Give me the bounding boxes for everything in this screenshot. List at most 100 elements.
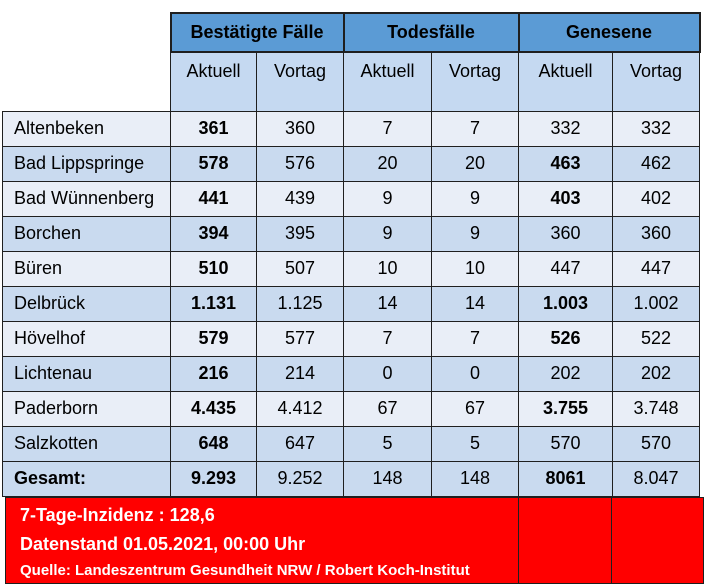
cell-deaths-current: 9 — [343, 215, 432, 252]
cell-confirmed-previous: 360 — [256, 110, 344, 147]
municipality-name: Bad Wünnenberg — [2, 180, 171, 217]
table-row: Hövelhof 579 577 7 7 526 522 — [2, 320, 700, 357]
case-statistics-table: Bestätigte Fälle Todesfälle Genesene Akt… — [2, 12, 701, 497]
cell-deaths-previous: 148 — [431, 460, 519, 497]
cell-recovered-previous: 570 — [612, 425, 700, 462]
sub-header-row: Aktuell Vortag Aktuell Vortag Aktuell Vo… — [3, 51, 700, 112]
table-row: Salzkotten 648 647 5 5 570 570 — [2, 425, 700, 462]
cell-recovered-current: 3.755 — [518, 390, 613, 427]
cell-confirmed-previous: 576 — [256, 145, 344, 182]
cell-recovered-previous: 8.047 — [612, 460, 700, 497]
cell-deaths-current: 14 — [343, 285, 432, 322]
cell-recovered-current: 463 — [518, 145, 613, 182]
cell-confirmed-current: 510 — [170, 250, 257, 287]
cell-recovered-previous: 3.748 — [612, 390, 700, 427]
municipality-name: Paderborn — [2, 390, 171, 427]
cell-deaths-current: 7 — [343, 320, 432, 357]
cell-recovered-previous: 202 — [612, 355, 700, 392]
sub-header-deaths-previous: Vortag — [431, 51, 519, 112]
table-row: Paderborn 4.435 4.412 67 67 3.755 3.748 — [2, 390, 700, 427]
cell-deaths-previous: 7 — [431, 110, 519, 147]
table-row: Bad Wünnenberg 441 439 9 9 403 402 — [2, 180, 700, 217]
cell-recovered-previous: 1.002 — [612, 285, 700, 322]
cell-recovered-previous: 332 — [612, 110, 700, 147]
cell-confirmed-previous: 214 — [256, 355, 344, 392]
cell-recovered-current: 526 — [518, 320, 613, 357]
sub-header-recovered-previous: Vortag — [612, 51, 700, 112]
table-row: Büren 510 507 10 10 447 447 — [2, 250, 700, 287]
incidence-text: 7-Tage-Inzidenz : 128,6 — [20, 505, 215, 525]
cell-deaths-current: 7 — [343, 110, 432, 147]
cell-deaths-previous: 7 — [431, 320, 519, 357]
group-header-deaths: Todesfälle — [342, 12, 520, 53]
table-row: Delbrück 1.131 1.125 14 14 1.003 1.002 — [2, 285, 700, 322]
sub-header-recovered-current: Aktuell — [518, 51, 613, 112]
sub-header-corner — [3, 52, 171, 111]
municipality-name: Delbrück — [2, 285, 171, 322]
cell-deaths-current: 148 — [343, 460, 432, 497]
sub-header-confirmed-previous: Vortag — [256, 51, 344, 112]
cell-deaths-current: 0 — [343, 355, 432, 392]
cell-confirmed-current: 579 — [170, 320, 257, 357]
municipality-name: Bad Lippspringe — [2, 145, 171, 182]
cell-deaths-current: 20 — [343, 145, 432, 182]
group-header-confirmed: Bestätigte Fälle — [169, 12, 345, 53]
cell-confirmed-current: 578 — [170, 145, 257, 182]
cell-deaths-current: 9 — [343, 180, 432, 217]
cell-recovered-previous: 402 — [612, 180, 700, 217]
group-header-row: Bestätigte Fälle Todesfälle Genesene — [3, 12, 701, 53]
cell-deaths-previous: 9 — [431, 215, 519, 252]
cell-recovered-current: 447 — [518, 250, 613, 287]
footer-divider — [611, 498, 612, 583]
municipality-name: Hövelhof — [2, 320, 171, 357]
cell-recovered-current: 8061 — [518, 460, 613, 497]
cell-recovered-previous: 360 — [612, 215, 700, 252]
municipality-name: Altenbeken — [2, 110, 171, 147]
municipality-name: Büren — [2, 250, 171, 287]
group-header-recovered: Genesene — [517, 12, 701, 53]
municipality-name: Lichtenau — [2, 355, 171, 392]
cell-deaths-previous: 9 — [431, 180, 519, 217]
cell-recovered-previous: 447 — [612, 250, 700, 287]
source-text: Quelle: Landeszentrum Gesundheit NRW / R… — [20, 562, 470, 579]
cell-confirmed-previous: 395 — [256, 215, 344, 252]
cell-confirmed-previous: 4.412 — [256, 390, 344, 427]
cell-recovered-previous: 462 — [612, 145, 700, 182]
header-corner — [3, 13, 171, 52]
cell-deaths-current: 67 — [343, 390, 432, 427]
cell-recovered-current: 360 — [518, 215, 613, 252]
cell-deaths-current: 5 — [343, 425, 432, 462]
cell-deaths-previous: 67 — [431, 390, 519, 427]
municipality-name: Gesamt: — [2, 460, 171, 497]
table-row: Altenbeken 361 360 7 7 332 332 — [2, 110, 700, 147]
cell-confirmed-current: 216 — [170, 355, 257, 392]
data-date-text: Datenstand 01.05.2021, 00:00 Uhr — [20, 534, 306, 554]
cell-deaths-current: 10 — [343, 250, 432, 287]
cell-deaths-previous: 5 — [431, 425, 519, 462]
cell-confirmed-current: 4.435 — [170, 390, 257, 427]
total-row: Gesamt: 9.293 9.252 148 148 8061 8.047 — [2, 460, 700, 497]
municipality-name: Borchen — [2, 215, 171, 252]
cell-confirmed-current: 9.293 — [170, 460, 257, 497]
table-row: Lichtenau 216 214 0 0 202 202 — [2, 355, 700, 392]
cell-recovered-previous: 522 — [612, 320, 700, 357]
cell-deaths-previous: 14 — [431, 285, 519, 322]
footer-divider — [518, 498, 519, 583]
cell-confirmed-current: 361 — [170, 110, 257, 147]
cell-confirmed-previous: 507 — [256, 250, 344, 287]
cell-recovered-current: 1.003 — [518, 285, 613, 322]
cell-recovered-current: 570 — [518, 425, 613, 462]
cell-deaths-previous: 20 — [431, 145, 519, 182]
cell-confirmed-previous: 9.252 — [256, 460, 344, 497]
cell-confirmed-current: 394 — [170, 215, 257, 252]
table-row: Borchen 394 395 9 9 360 360 — [2, 215, 700, 252]
cell-confirmed-previous: 439 — [256, 180, 344, 217]
info-footer: 7-Tage-Inzidenz : 128,6 Datenstand 01.05… — [5, 497, 704, 584]
cell-confirmed-previous: 1.125 — [256, 285, 344, 322]
municipality-name: Salzkotten — [2, 425, 171, 462]
cell-confirmed-current: 648 — [170, 425, 257, 462]
cell-confirmed-current: 1.131 — [170, 285, 257, 322]
cell-deaths-previous: 0 — [431, 355, 519, 392]
cell-deaths-previous: 10 — [431, 250, 519, 287]
